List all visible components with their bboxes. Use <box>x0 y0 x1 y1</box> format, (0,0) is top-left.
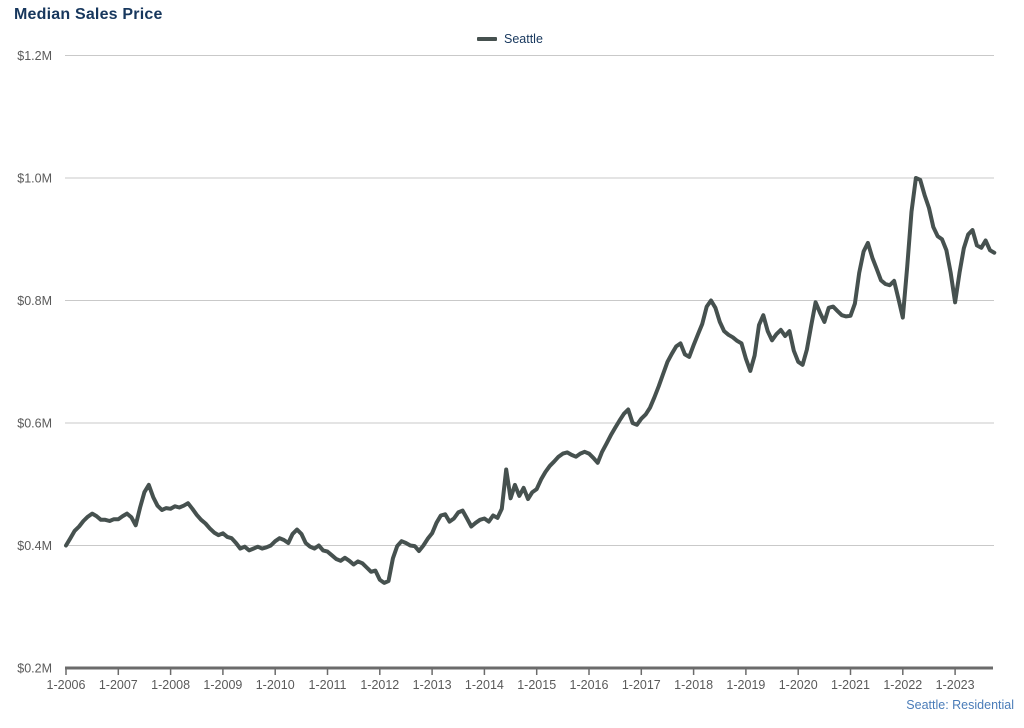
x-axis-label: 1-2020 <box>779 678 818 692</box>
x-axis-label: 1-2016 <box>570 678 609 692</box>
y-axis-label: $1.2M <box>17 49 52 63</box>
y-axis-label: $0.2M <box>17 662 52 676</box>
x-axis-label: 1-2013 <box>413 678 452 692</box>
y-axis-label: $0.4M <box>17 539 52 553</box>
x-axis-label: 1-2019 <box>726 678 765 692</box>
x-axis-label: 1-2021 <box>831 678 870 692</box>
x-axis-label: 1-2007 <box>99 678 138 692</box>
chart-legend: Seattle <box>477 32 543 46</box>
x-axis-label: 1-2010 <box>256 678 295 692</box>
x-axis-label: 1-2022 <box>883 678 922 692</box>
x-axis-label: 1-2017 <box>622 678 661 692</box>
price-line-series <box>64 176 997 585</box>
x-axis-label: 1-2018 <box>674 678 713 692</box>
x-axis-label: 1-2014 <box>465 678 504 692</box>
x-axis-label: 1-2012 <box>360 678 399 692</box>
y-axis-label: $0.8M <box>17 294 52 308</box>
x-axis-label: 1-2008 <box>151 678 190 692</box>
x-axis-label: 1-2006 <box>47 678 86 692</box>
page-title: Median Sales Price <box>14 6 163 23</box>
x-axis-label: 1-2009 <box>203 678 242 692</box>
y-axis-label: $1.0M <box>17 172 52 186</box>
x-axis-label: 1-2011 <box>309 678 347 692</box>
legend-line-swatch-icon <box>477 37 497 41</box>
legend-series-label: Seattle <box>504 32 543 46</box>
y-axis-label: $0.6M <box>17 417 52 431</box>
x-axis-label: 1-2023 <box>936 678 975 692</box>
x-axis-label: 1-2015 <box>517 678 556 692</box>
chart-source-note: Seattle: Residential <box>906 698 1014 712</box>
